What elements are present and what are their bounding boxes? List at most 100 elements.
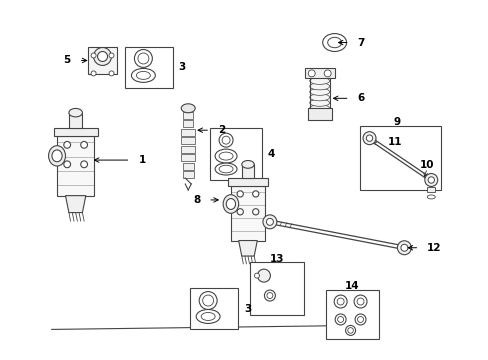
Ellipse shape bbox=[181, 104, 195, 113]
Circle shape bbox=[252, 209, 258, 215]
Circle shape bbox=[353, 295, 366, 308]
Bar bbox=[181, 129, 195, 136]
Circle shape bbox=[91, 71, 96, 76]
Ellipse shape bbox=[196, 310, 220, 323]
Bar bbox=[183, 112, 193, 119]
Circle shape bbox=[347, 328, 353, 333]
Ellipse shape bbox=[219, 152, 233, 160]
Circle shape bbox=[91, 53, 96, 58]
Bar bbox=[304, 68, 334, 78]
Polygon shape bbox=[238, 240, 257, 256]
Circle shape bbox=[266, 219, 273, 225]
Ellipse shape bbox=[215, 163, 237, 175]
Polygon shape bbox=[227, 178, 267, 186]
Circle shape bbox=[307, 70, 315, 77]
Bar bbox=[249, 262, 303, 315]
Text: 10: 10 bbox=[419, 160, 434, 170]
Polygon shape bbox=[57, 136, 94, 195]
Ellipse shape bbox=[309, 88, 329, 95]
Ellipse shape bbox=[241, 161, 254, 168]
Circle shape bbox=[222, 136, 229, 144]
Ellipse shape bbox=[309, 99, 329, 106]
Circle shape bbox=[138, 53, 148, 64]
Ellipse shape bbox=[52, 150, 62, 162]
Bar bbox=[210, 128, 262, 180]
Text: 4: 4 bbox=[267, 149, 275, 159]
Circle shape bbox=[63, 161, 70, 168]
Polygon shape bbox=[54, 128, 98, 136]
Circle shape bbox=[254, 273, 259, 278]
Text: 8: 8 bbox=[193, 195, 200, 205]
Ellipse shape bbox=[309, 77, 329, 84]
Circle shape bbox=[109, 71, 114, 76]
Text: 5: 5 bbox=[63, 55, 71, 66]
Bar bbox=[69, 113, 82, 128]
Circle shape bbox=[362, 132, 375, 145]
Bar bbox=[359, 126, 440, 190]
Circle shape bbox=[263, 215, 276, 229]
Ellipse shape bbox=[219, 165, 233, 173]
Bar bbox=[183, 120, 193, 127]
Text: 9: 9 bbox=[393, 117, 400, 127]
Circle shape bbox=[81, 141, 87, 148]
Circle shape bbox=[324, 70, 330, 77]
Circle shape bbox=[424, 174, 437, 186]
Circle shape bbox=[357, 316, 363, 323]
Circle shape bbox=[397, 241, 410, 255]
Text: 14: 14 bbox=[345, 280, 359, 291]
Circle shape bbox=[336, 298, 344, 305]
Circle shape bbox=[334, 314, 346, 325]
Circle shape bbox=[333, 295, 346, 308]
Bar bbox=[427, 187, 434, 192]
Circle shape bbox=[237, 209, 243, 215]
Circle shape bbox=[219, 133, 233, 147]
Circle shape bbox=[98, 51, 107, 62]
Circle shape bbox=[93, 48, 111, 66]
Circle shape bbox=[337, 316, 343, 323]
Circle shape bbox=[400, 244, 407, 251]
Bar bbox=[183, 171, 193, 178]
Text: 13: 13 bbox=[269, 254, 284, 264]
Circle shape bbox=[81, 161, 87, 168]
Ellipse shape bbox=[136, 71, 150, 80]
Circle shape bbox=[354, 314, 366, 325]
Bar bbox=[307, 108, 331, 120]
Bar bbox=[125, 46, 173, 88]
Circle shape bbox=[252, 191, 258, 197]
Text: 12: 12 bbox=[427, 243, 441, 253]
Circle shape bbox=[266, 293, 272, 298]
Circle shape bbox=[427, 177, 433, 183]
Polygon shape bbox=[230, 186, 264, 240]
Bar bbox=[241, 165, 254, 178]
Text: 2: 2 bbox=[218, 125, 225, 135]
Text: 7: 7 bbox=[357, 37, 364, 48]
Circle shape bbox=[356, 298, 363, 305]
Ellipse shape bbox=[226, 199, 235, 210]
Bar bbox=[181, 137, 195, 144]
Circle shape bbox=[199, 292, 217, 310]
Ellipse shape bbox=[131, 68, 155, 82]
Text: 11: 11 bbox=[386, 137, 401, 147]
Ellipse shape bbox=[69, 108, 82, 117]
Ellipse shape bbox=[309, 94, 329, 101]
Ellipse shape bbox=[327, 37, 341, 48]
Ellipse shape bbox=[215, 149, 237, 163]
Ellipse shape bbox=[427, 195, 434, 199]
Polygon shape bbox=[65, 195, 85, 212]
Ellipse shape bbox=[309, 105, 329, 112]
Bar bbox=[325, 289, 379, 339]
Bar bbox=[190, 288, 238, 329]
Ellipse shape bbox=[309, 83, 329, 90]
Text: 3: 3 bbox=[244, 303, 251, 314]
Ellipse shape bbox=[48, 146, 65, 166]
Ellipse shape bbox=[201, 312, 215, 320]
Bar bbox=[181, 154, 195, 161]
Ellipse shape bbox=[322, 33, 346, 51]
Text: 3: 3 bbox=[178, 62, 185, 72]
Bar bbox=[183, 163, 193, 170]
Circle shape bbox=[257, 269, 270, 282]
Text: 6: 6 bbox=[357, 93, 364, 103]
Circle shape bbox=[109, 53, 114, 58]
Bar bbox=[181, 146, 195, 153]
Ellipse shape bbox=[223, 195, 238, 213]
